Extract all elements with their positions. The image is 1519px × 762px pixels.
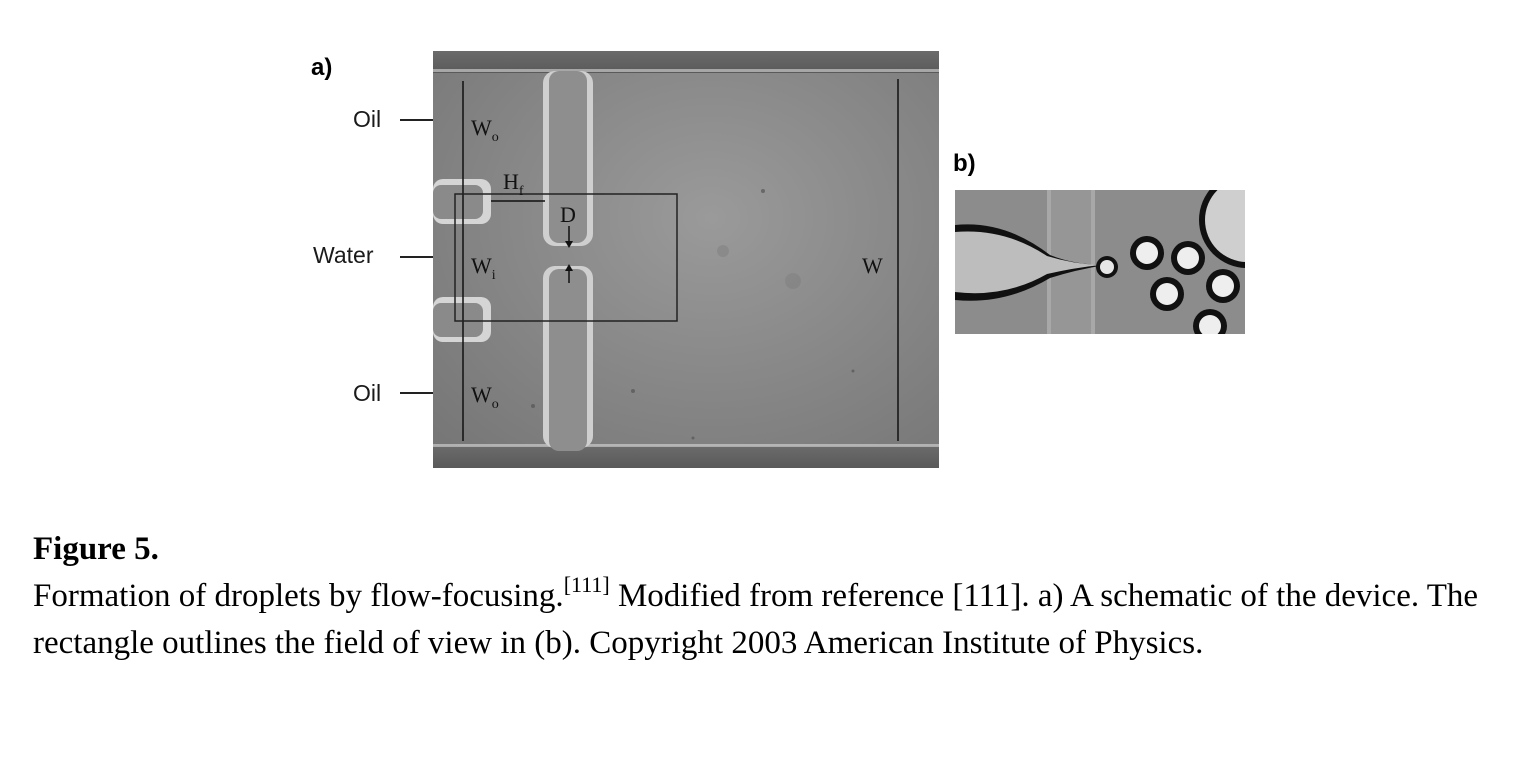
panel-b-label: b) (953, 150, 976, 177)
d-label: D (560, 202, 576, 227)
svg-text:Hf: Hf (503, 169, 524, 199)
hf-subscript: f (519, 184, 524, 199)
wo-top-subscript: o (492, 130, 499, 145)
oil-top-label: Oil (353, 106, 382, 132)
figure-caption: Figure 5. Formation of droplets by flow-… (33, 526, 1503, 667)
water-label: Water (313, 242, 374, 268)
svg-text:Wo: Wo (471, 115, 499, 145)
w-label: W (862, 253, 883, 278)
caption-reference-superscript: [111] (563, 572, 610, 597)
oil-bottom-label: Oil (353, 380, 382, 406)
wi-subscript: i (492, 268, 496, 283)
caption-title: Figure 5. (33, 531, 159, 567)
micrograph-a: Wo Hf D Wi Wo W (433, 51, 939, 468)
micrograph-b (955, 190, 1245, 334)
caption-text-1: Formation of droplets by flow-focusing. (33, 578, 564, 614)
svg-text:Wo: Wo (471, 382, 499, 412)
panel-a-label: a) (311, 54, 333, 81)
wo-bottom-label: W (471, 382, 492, 407)
hf-label: H (503, 169, 519, 194)
caption-text-2: Modified from reference [111]. a) A sche… (33, 578, 1479, 661)
svg-text:Wi: Wi (471, 253, 496, 283)
wo-top-label: W (471, 115, 492, 140)
wi-label: W (471, 253, 492, 278)
wo-bottom-subscript: o (492, 397, 499, 412)
